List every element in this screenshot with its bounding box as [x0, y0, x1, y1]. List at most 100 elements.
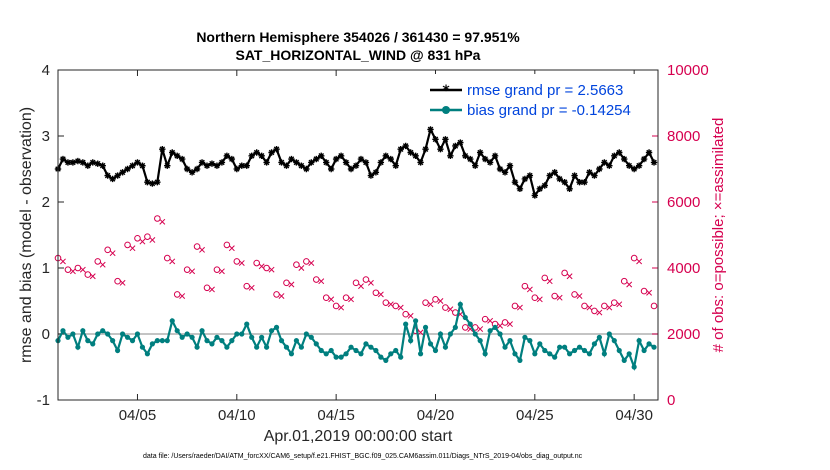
- bias-point: [110, 338, 116, 344]
- rmse-point: [114, 172, 121, 179]
- x-tick-label: 04/05: [119, 407, 157, 424]
- bias-point: [338, 354, 344, 360]
- rmse-point: [437, 146, 444, 153]
- rmse-point: [397, 146, 404, 153]
- bias-point: [462, 314, 468, 321]
- bias-point: [442, 344, 449, 350]
- obs-assimilated-point: [209, 286, 215, 293]
- obs-assimilated-point: [238, 260, 245, 267]
- bias-point: [194, 344, 200, 350]
- obs-assimilated-point: [586, 304, 593, 311]
- rmse-point: [79, 159, 87, 166]
- obs-possible-point: [104, 246, 111, 254]
- obs-possible-point: [620, 277, 628, 285]
- bias-point: [542, 347, 548, 354]
- legend: * rmse grand pr = 2.5663 bias grand pr =…: [426, 74, 655, 122]
- rmse-point: [352, 162, 360, 169]
- obs-possible-point: [521, 282, 529, 290]
- obs-assimilated-point: [556, 294, 563, 301]
- rmse-point: [109, 175, 116, 183]
- bias-point: [413, 318, 419, 324]
- bias-point: [209, 341, 215, 347]
- rmse-point: [412, 152, 419, 159]
- rmse-point: [129, 162, 136, 169]
- rmse-point: [506, 162, 514, 169]
- obs-possible-point: [253, 259, 260, 267]
- rmse-point: [382, 152, 390, 159]
- legend-box: [426, 74, 655, 122]
- obs-assimilated-point: [149, 236, 156, 243]
- obs-assimilated-point: [596, 309, 603, 316]
- obs-possible-point: [144, 233, 151, 240]
- rmse-point: [139, 162, 146, 169]
- obs-assimilated-point: [60, 258, 66, 265]
- bias-point: [224, 344, 230, 350]
- rmse-point: [134, 159, 141, 166]
- obs-assimilated-point: [477, 326, 484, 333]
- obs-assimilated-point: [218, 268, 225, 275]
- y-tick-label: -1: [37, 392, 50, 409]
- obs-assimilated-point: [159, 218, 166, 225]
- bias-point: [278, 338, 285, 344]
- obs-possible-point: [352, 279, 360, 287]
- obs-possible-point: [154, 215, 161, 222]
- bias-point: [129, 338, 136, 344]
- legend-label-rmse: rmse grand pr = 2.5663: [467, 82, 623, 99]
- bias-point: [105, 331, 111, 337]
- bias-point: [169, 318, 175, 324]
- x-tick-label: 04/25: [516, 407, 554, 424]
- rmse-point: [327, 165, 335, 173]
- rmse-point: [318, 152, 325, 159]
- obs-assimilated-point: [526, 286, 533, 293]
- y-right-tick-label: 2000: [667, 326, 700, 343]
- bias-point: [437, 331, 444, 337]
- bias-point: [283, 344, 290, 350]
- rmse-point: [606, 162, 613, 169]
- rmse-point: [576, 179, 583, 186]
- obs-assimilated-point: [646, 289, 653, 296]
- bias-point: [422, 324, 429, 330]
- footnote: data file: /Users/raeder/DAI/ATM_forcXX/…: [143, 453, 583, 460]
- bias-point: [268, 328, 275, 334]
- bias-point: [427, 341, 434, 347]
- rmse-point: [481, 155, 489, 163]
- bias-point: [154, 338, 160, 344]
- obs-assimilated-point: [516, 304, 523, 311]
- rmse-point: [119, 169, 126, 176]
- obs-possible-point: [630, 254, 638, 262]
- obs-possible-point: [193, 243, 201, 250]
- rmse-point: [566, 185, 573, 192]
- obs-assimilated-point: [566, 273, 573, 280]
- legend-marker-rmse: *: [442, 83, 450, 99]
- rmse-point: [228, 155, 236, 163]
- rmse-point: [635, 162, 643, 169]
- obs-assimilated-point: [298, 265, 305, 271]
- bias-point: [497, 331, 503, 337]
- rmse-point: [491, 152, 499, 159]
- obs-assimilated-point: [308, 260, 315, 267]
- obs-possible-point: [293, 261, 300, 269]
- rmse-point: [531, 192, 539, 199]
- bias-point: [477, 338, 483, 344]
- rmse-point: [278, 159, 285, 166]
- rmse-point: [616, 149, 623, 156]
- rmse-point: [645, 149, 653, 156]
- rmse-point: [94, 160, 101, 167]
- bias-point: [606, 331, 612, 337]
- obs-assimilated-point: [248, 284, 255, 291]
- obs-possible-point: [94, 258, 102, 265]
- bias-point: [90, 341, 96, 347]
- rmse-point: [442, 136, 449, 143]
- bias-point: [343, 351, 349, 357]
- rmse-point: [472, 162, 479, 169]
- obs-assimilated-point: [616, 301, 623, 308]
- rmse-point: [511, 179, 519, 186]
- x-tick-label: 04/20: [417, 407, 455, 424]
- rmse-point: [323, 159, 330, 166]
- rmse-point: [332, 155, 340, 163]
- bias-point: [189, 334, 195, 340]
- bias-point: [80, 328, 86, 334]
- rmse-point: [223, 152, 231, 159]
- rmse-point: [640, 155, 648, 163]
- chart-subtitle: SAT_HORIZONTAL_WIND @ 831 hPa: [236, 47, 481, 63]
